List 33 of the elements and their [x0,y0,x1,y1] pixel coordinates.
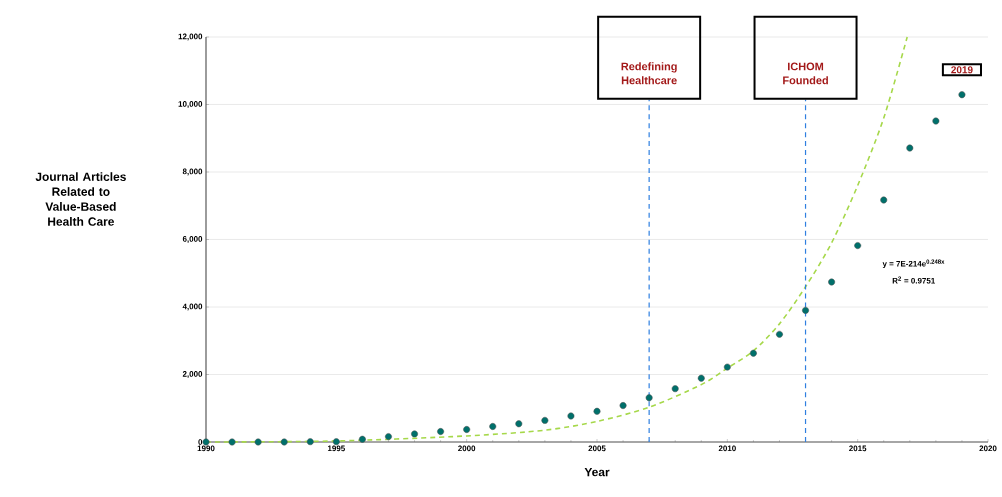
ref-line-label: Redefining Healthcare [621,62,677,85]
point [776,330,783,338]
point [906,144,914,152]
point [228,438,236,446]
point [749,349,757,357]
point [437,428,445,435]
point [489,423,497,430]
point [697,374,705,382]
point [385,433,392,441]
point [932,117,940,125]
point [515,420,523,428]
point [723,363,731,371]
point [463,426,471,433]
point [358,435,366,443]
point [411,430,418,438]
point [958,91,966,99]
annotation: 2019 [951,66,973,74]
point [541,416,549,424]
point [671,385,679,393]
point [880,196,888,204]
point [593,407,601,415]
point [254,438,262,446]
point [306,438,314,446]
point [854,242,862,250]
point [280,438,288,446]
point [828,278,836,286]
point [619,402,627,409]
x-axis-title: Year [584,467,610,477]
point [567,412,575,420]
point [645,394,653,402]
point [802,306,809,314]
y-axis-title: Journal Articles Related to Value-Based Health Care [35,172,126,226]
ref-line-label: ICHOM Founded [783,62,828,85]
